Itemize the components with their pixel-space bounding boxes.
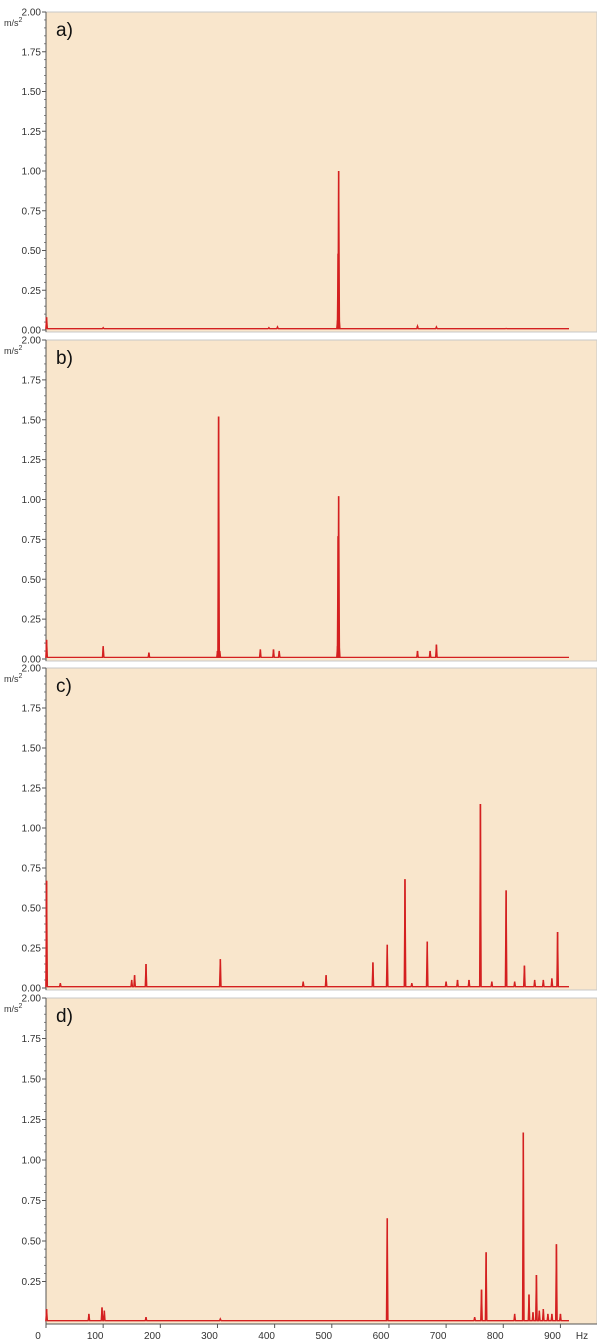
y-tick-label: 1.50 bbox=[22, 87, 42, 98]
y-tick-label: 1.00 bbox=[22, 824, 42, 835]
x-tick-label: 100 bbox=[87, 1331, 104, 1341]
y-unit-label: m/s2 bbox=[4, 673, 23, 684]
y-tick-label: 0.50 bbox=[22, 575, 42, 586]
panel-label: d) bbox=[56, 1006, 73, 1027]
y-unit-label: m/s2 bbox=[4, 17, 23, 28]
y-tick-label: 2.00 bbox=[22, 664, 42, 675]
panel-d: 0.25 0.50 0.75 1.00 1.25 1.50 1.75 2.00m/s2 d) 0 1… bbox=[4, 994, 597, 1341]
y-tick-label: 1.25 bbox=[22, 784, 42, 795]
plot-area bbox=[45, 339, 597, 662]
y-tick-label: 1.75 bbox=[22, 375, 42, 386]
y-tick-label: 1.25 bbox=[22, 127, 42, 138]
y-tick-label: 2.00 bbox=[22, 8, 42, 19]
y-tick-label: 0.00 bbox=[22, 984, 42, 995]
y-tick-label: 1.50 bbox=[22, 415, 42, 426]
y-tick-label: 1.75 bbox=[22, 1034, 42, 1045]
y-tick-label: 1.50 bbox=[22, 1075, 42, 1086]
y-tick-label: 0.25 bbox=[22, 1277, 42, 1288]
y-tick-label: 0.75 bbox=[22, 864, 42, 875]
panels: 0.000.250.500.751.001.251.501.752.00m/s2… bbox=[4, 8, 597, 1341]
y-tick-label: 1.00 bbox=[22, 167, 42, 178]
y-tick-label: 1.25 bbox=[22, 455, 42, 466]
panel-label: c) bbox=[56, 676, 72, 697]
y-tick-label: 1.00 bbox=[22, 495, 42, 506]
y-tick-label: 0.50 bbox=[22, 1237, 42, 1248]
plot-area bbox=[45, 11, 597, 333]
panel-a: 0.00 0.25 0.50 0.75 1.00 1.25 1.50 1.75 2.00m/s2… bbox=[4, 8, 597, 337]
x-tick-label: 300 bbox=[201, 1331, 218, 1341]
plot-area bbox=[45, 667, 597, 991]
y-tick-label: 1.75 bbox=[22, 704, 42, 715]
y-tick-label: 0.00 bbox=[22, 655, 42, 666]
x-tick-label: 700 bbox=[430, 1331, 447, 1341]
panel-c: 0.00 0.25 0.50 0.75 1.00 1.25 1.50 1.75 2.00m/s2… bbox=[4, 664, 597, 995]
y-tick-label: 0.25 bbox=[22, 286, 42, 297]
y-tick-label: 0.50 bbox=[22, 246, 42, 257]
x-tick-label: 200 bbox=[144, 1331, 161, 1341]
y-tick-label: 1.75 bbox=[22, 47, 42, 58]
x-unit-label: Hz bbox=[576, 1331, 588, 1341]
y-unit-label: m/s2 bbox=[4, 345, 23, 356]
y-tick-label: 1.50 bbox=[22, 744, 42, 755]
x-tick-label: 600 bbox=[373, 1331, 390, 1341]
y-tick-label: 1.25 bbox=[22, 1115, 42, 1126]
plot-area bbox=[45, 997, 597, 1325]
panel-label: b) bbox=[56, 348, 73, 369]
x-tick-label: 400 bbox=[258, 1331, 275, 1341]
panel-b: 0.00 0.25 0.50 0.75 1.00 1.25 1.50 1.75 2.00m/s2… bbox=[4, 336, 597, 666]
y-tick-label: 0.25 bbox=[22, 615, 42, 626]
y-tick-label: 2.00 bbox=[22, 336, 42, 347]
y-tick-label: 0.75 bbox=[22, 1196, 42, 1207]
x-tick-label: 500 bbox=[315, 1331, 332, 1341]
panel-label: a) bbox=[56, 20, 73, 41]
y-tick-label: 0.25 bbox=[22, 944, 42, 955]
y-tick-label: 0.75 bbox=[22, 535, 42, 546]
y-tick-label: 1.00 bbox=[22, 1156, 42, 1167]
y-tick-label: 2.00 bbox=[22, 994, 42, 1005]
x-tick-label: 900 bbox=[544, 1331, 561, 1341]
x-tick-label: 800 bbox=[487, 1331, 504, 1341]
y-tick-label: 0.75 bbox=[22, 206, 42, 217]
y-tick-label: 0.00 bbox=[22, 326, 42, 337]
x-tick-label: 0 bbox=[35, 1331, 41, 1341]
y-unit-label: m/s2 bbox=[4, 1003, 23, 1014]
y-tick-label: 0.50 bbox=[22, 904, 42, 915]
